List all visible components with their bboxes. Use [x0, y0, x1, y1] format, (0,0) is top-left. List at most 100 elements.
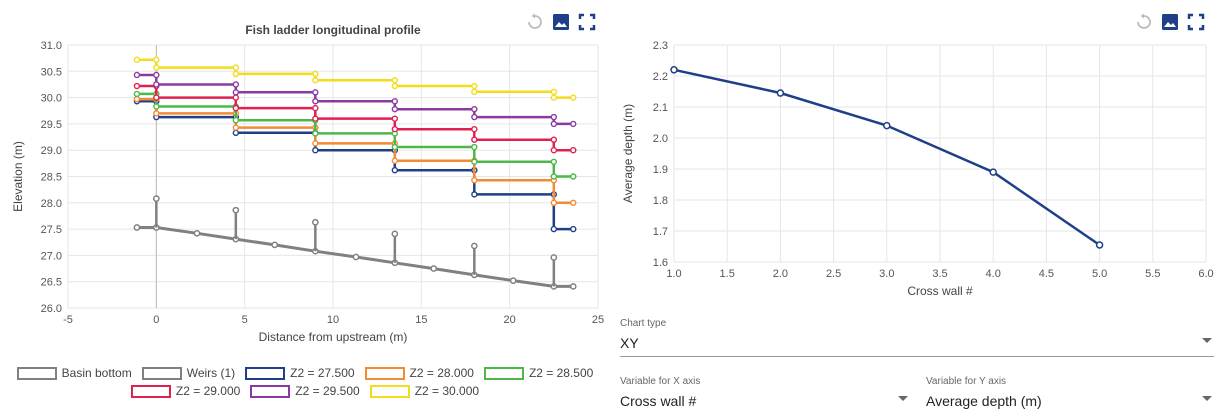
legend-item[interactable]: Z2 = 28.000 [364, 366, 474, 380]
y-tick-label: 1.6 [653, 257, 668, 269]
y-tick-label: 29.0 [41, 145, 62, 157]
data-point [550, 136, 558, 143]
chevron-down-icon [1202, 396, 1212, 401]
y-tick-label: 2.1 [653, 102, 668, 114]
data-point [471, 176, 478, 184]
legend-item[interactable]: Basin bottom [16, 366, 132, 380]
legend-label: Z2 = 28.000 [409, 366, 474, 380]
x-tick-label: 4.0 [986, 268, 1001, 280]
y-axis-label: Average depth (m) [621, 104, 635, 203]
data-point [271, 241, 279, 249]
legend-item[interactable]: Z2 = 29.500 [250, 384, 360, 398]
data-point [232, 89, 240, 96]
x-axis-value: Cross wall # [620, 393, 697, 409]
data-point [550, 88, 558, 96]
data-point [430, 265, 438, 272]
legend-swatch [245, 366, 286, 380]
data-point [989, 168, 997, 176]
data-point [133, 56, 141, 63]
y-tick-label: 27.5 [41, 224, 62, 236]
data-point [232, 81, 240, 88]
data-point [232, 206, 240, 214]
data-point [133, 224, 141, 231]
data-point [471, 158, 478, 165]
y-tick-label: 2.2 [653, 71, 668, 83]
data-point [312, 70, 319, 78]
data-point [133, 71, 141, 79]
data-point [391, 105, 399, 113]
y-tick-label: 26.5 [41, 277, 62, 289]
data-point [193, 229, 201, 237]
data-point [471, 88, 478, 96]
data-point [153, 81, 160, 88]
fullscreen-icon[interactable] [1187, 13, 1205, 31]
series-line [136, 97, 574, 205]
data-point [471, 82, 478, 90]
image-icon[interactable] [552, 13, 570, 31]
x-tick-label: -5 [63, 314, 73, 326]
chart-type-select[interactable]: Chart type XY [620, 318, 1214, 357]
data-point [391, 157, 399, 164]
data-point [570, 199, 577, 207]
data-point [312, 77, 319, 84]
data-point [391, 125, 399, 133]
data-point [391, 82, 399, 90]
data-point [133, 95, 141, 103]
data-point [391, 230, 399, 238]
data-point [550, 120, 558, 128]
data-point [1095, 241, 1104, 249]
data-point [550, 254, 558, 261]
x-tick-label: 1.5 [720, 268, 735, 280]
image-icon[interactable] [1161, 13, 1179, 31]
data-point [569, 283, 577, 290]
series-line [136, 58, 574, 99]
fullscreen-icon[interactable] [578, 13, 596, 31]
legend-item[interactable]: Z2 = 30.000 [369, 384, 479, 398]
chevron-down-icon [898, 396, 908, 401]
x-tick-label: 3.5 [932, 268, 947, 280]
data-point [550, 146, 558, 154]
x-tick-label: 4.5 [1039, 268, 1054, 280]
data-point [152, 195, 160, 202]
data-point [470, 242, 478, 250]
y-tick-label: 29.5 [41, 119, 62, 131]
x-tick-label: 5.0 [1092, 268, 1107, 280]
legend-item[interactable]: Weirs (1) [141, 366, 235, 380]
data-point [550, 113, 558, 121]
legend-label: Z2 = 27.500 [290, 366, 355, 380]
legend-label: Z2 = 29.000 [175, 384, 241, 398]
profile-legend: Basin bottom Weirs (1) Z2 = 27.500 Z2 = … [0, 366, 610, 402]
y-tick-label: 1.9 [653, 164, 668, 176]
data-point [550, 199, 558, 207]
x-tick-label: 0 [153, 314, 159, 326]
data-point [153, 64, 160, 71]
data-point [312, 140, 319, 147]
reset-icon[interactable] [1135, 13, 1153, 31]
data-point [312, 104, 319, 112]
data-point [232, 117, 240, 124]
legend-item[interactable]: Z2 = 27.500 [245, 366, 355, 380]
legend-swatch [483, 366, 524, 380]
y-tick-label: 1.8 [653, 195, 668, 207]
y-tick-label: 1.7 [653, 226, 668, 238]
series-line [136, 100, 574, 231]
x-axis-select[interactable]: Variable for X axis Cross wall # [620, 376, 910, 409]
series-line [136, 73, 574, 126]
legend-item[interactable]: Z2 = 29.000 [130, 384, 241, 398]
data-point [471, 125, 478, 133]
y-tick-label: 30.5 [41, 66, 62, 78]
x-tick-label: 2.0 [773, 268, 788, 280]
y-tick-label: 2.3 [653, 40, 668, 52]
reset-icon[interactable] [526, 13, 544, 31]
y-axis-select[interactable]: Variable for Y axis Average depth (m) [926, 376, 1214, 409]
data-point [391, 98, 399, 105]
data-point [232, 129, 240, 137]
legend-item[interactable]: Z2 = 28.500 [483, 366, 593, 380]
field-underline [620, 356, 1214, 357]
data-point [153, 103, 160, 110]
data-point [883, 121, 891, 130]
y-axis-label: Variable for Y axis [926, 376, 1007, 387]
data-point [550, 173, 558, 180]
data-point [133, 82, 141, 90]
data-point [232, 94, 240, 101]
